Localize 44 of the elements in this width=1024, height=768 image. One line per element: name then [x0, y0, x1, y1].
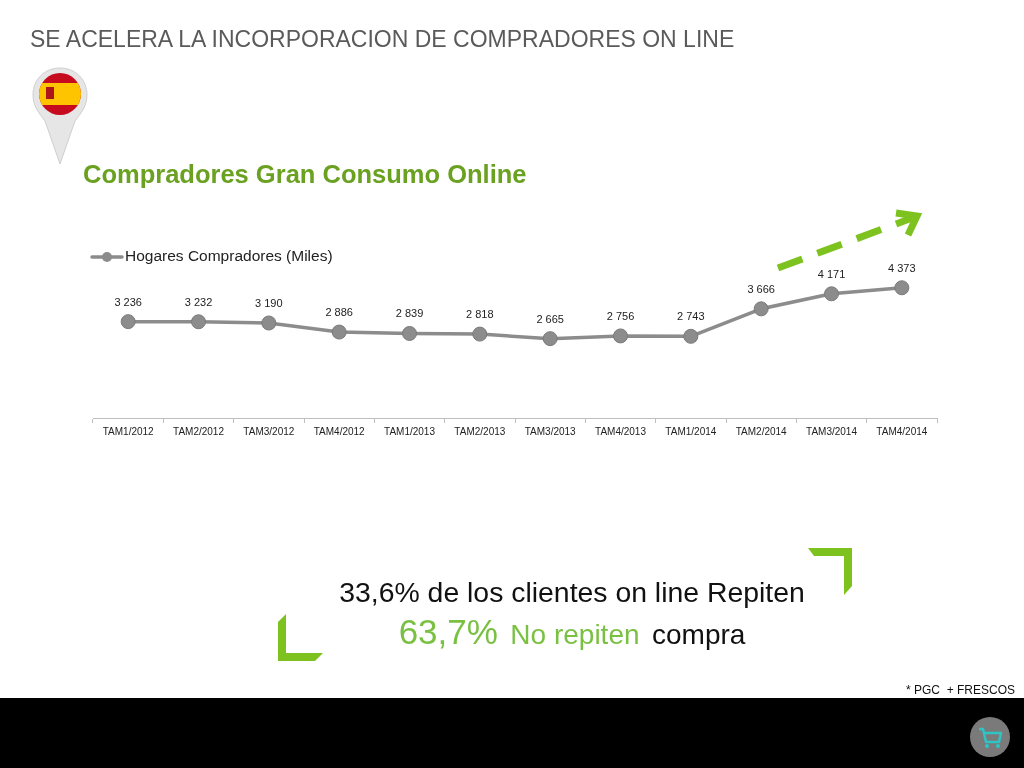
- text: 33,6% de los clientes on line Repiten: [338, 576, 806, 609]
- point: [894, 280, 910, 296]
- data-label: 2 743: [677, 310, 705, 323]
- data-label: 2 818: [466, 308, 494, 321]
- data-label: 2 756: [606, 309, 635, 322]
- data-label: 3 236: [114, 295, 142, 308]
- x-tick-label: TAM2/2013: [454, 425, 506, 437]
- x-tick-label: TAM3/2014: [806, 425, 858, 437]
- x-tick-label: TAM3/2013: [524, 425, 577, 437]
- data-label: 2 886: [325, 306, 353, 319]
- point: [331, 324, 347, 340]
- data-label: 3 232: [184, 295, 213, 308]
- x-tick-label: TAM1/2012: [102, 425, 155, 437]
- x-tick-label: TAM2/2012: [173, 425, 225, 437]
- point: [683, 328, 699, 344]
- point: [824, 286, 839, 302]
- x-tick-label: TAM4/2013: [595, 425, 647, 437]
- text: compra: [651, 619, 746, 651]
- point: [472, 326, 488, 342]
- data-label: 4 171: [817, 267, 846, 280]
- x-tick-label: TAM4/2012: [313, 425, 366, 437]
- point: [191, 314, 206, 330]
- x-tick-label: TAM1/2014: [665, 425, 717, 437]
- x-tick-label: TAM4/2014: [876, 425, 928, 437]
- data-label: 4 373: [888, 261, 916, 274]
- legend-label: Hogares Compradores (Miles): [125, 247, 333, 265]
- data-label: 3 190: [255, 297, 283, 310]
- point: [120, 314, 136, 330]
- data-label: 3 666: [747, 282, 775, 295]
- data-label: 2 665: [536, 312, 564, 325]
- chart-subtitle: Compradores Gran Consumo Online: [83, 160, 527, 189]
- point: [753, 301, 769, 317]
- x-tick-label: TAM2/2014: [735, 425, 788, 437]
- x-tick-label: TAM1/2013: [384, 425, 436, 437]
- point: [402, 325, 417, 341]
- text: 63,7%: [398, 612, 498, 652]
- point: [613, 328, 628, 344]
- text: No repiten: [510, 619, 640, 651]
- data-label: 2 839: [395, 307, 424, 320]
- point: [542, 331, 558, 347]
- chart-title: SE ACELERA LA INCORPORACION DE COMPRADORES ON LINE: [30, 26, 735, 53]
- x-tick-label: TAM3/2012: [243, 425, 295, 437]
- point: [261, 315, 277, 331]
- text: * PGC + FRESCOS: [905, 683, 1015, 697]
